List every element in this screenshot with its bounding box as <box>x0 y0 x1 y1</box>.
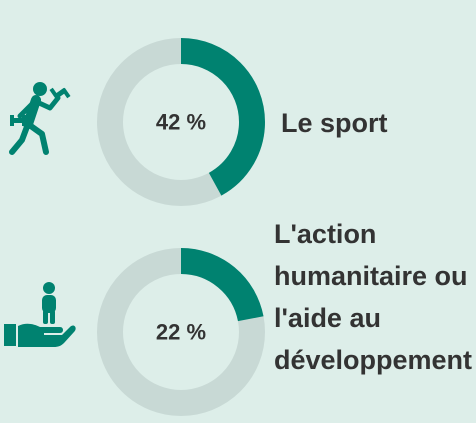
running-athlete-icon <box>9 82 71 155</box>
percent-label: 22 % <box>156 320 206 345</box>
donut-chart-sport: 42 % <box>97 38 265 206</box>
donut-arc-sport <box>97 38 265 206</box>
label-line: l'aide au <box>274 303 381 333</box>
category-label-sport: Le sport <box>281 102 388 144</box>
donut-chart-humanitarian: 22 % <box>97 248 265 416</box>
label-line: humanitaire ou <box>274 261 468 291</box>
label-line: Le sport <box>281 108 388 138</box>
donut-arc-humanitarian <box>97 248 265 416</box>
category-label-humanitarian: L'action humanitaire ou l'aide au développe… <box>274 213 472 381</box>
percent-label: 42 % <box>156 110 206 135</box>
label-line: L'action <box>274 219 377 249</box>
label-line: développement <box>274 345 473 375</box>
stat-row-humanitarian: 22 % L'action humanitaire ou l'aide au déve… <box>0 210 476 423</box>
hand-holding-person-icon <box>4 282 76 347</box>
stat-row-sport: 42 % Le sport <box>0 0 476 210</box>
